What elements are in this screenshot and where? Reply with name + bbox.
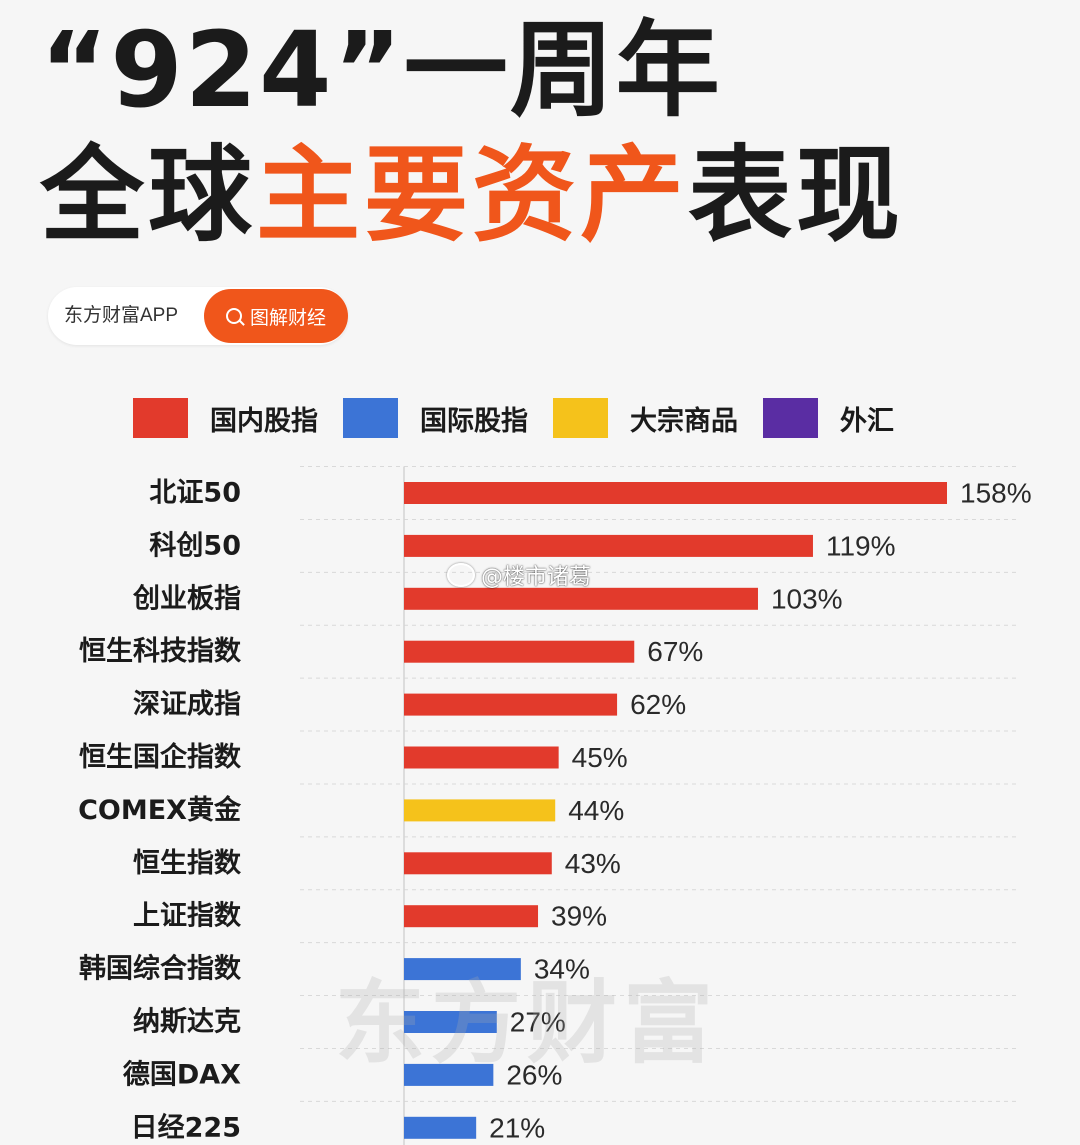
category-label: 日经225 [131, 1111, 241, 1143]
weibo-icon [447, 563, 475, 587]
value-label: 34% [534, 954, 590, 985]
tag-label: 图解财经 [249, 306, 326, 329]
bar [404, 1116, 477, 1139]
bar [404, 1063, 494, 1086]
chart-legend: 国内股指 国际股指 大宗商品 外汇 [133, 396, 919, 440]
legend-label: 外汇 [840, 405, 894, 437]
brand-badge: 东方财富APP 图解财经 [48, 287, 348, 345]
weibo-handle: @楼市诸葛 [481, 565, 592, 590]
bar [404, 482, 947, 504]
legend-item: 大宗商品 [553, 398, 738, 438]
legend-label: 国际股指 [420, 405, 528, 437]
bar [404, 746, 559, 769]
category-label: COMEX黄金 [78, 794, 242, 826]
chart-title-line-2: 全球主要资产表现 [40, 135, 904, 255]
value-label: 27% [510, 1007, 566, 1038]
legend-swatch [763, 398, 818, 438]
legend-swatch [343, 398, 398, 438]
value-label: 44% [568, 795, 624, 826]
value-label: 21% [489, 1112, 545, 1143]
category-label: 深证成指 [133, 689, 241, 720]
category-label: 创业板指 [132, 583, 241, 614]
bar [404, 905, 539, 928]
category-label: 恒生国企指数 [79, 741, 242, 773]
chart-title-line-1: “924”一周年 [40, 9, 722, 131]
category-label: 恒生指数 [133, 848, 242, 879]
bar [404, 799, 556, 822]
bar [404, 534, 813, 557]
bar [404, 587, 758, 610]
legend-label: 大宗商品 [630, 405, 738, 437]
legend-item: 国际股指 [343, 398, 528, 438]
value-label: 26% [506, 1059, 562, 1090]
bar [404, 958, 521, 981]
search-icon [225, 308, 242, 324]
bar [404, 1011, 497, 1033]
bar [404, 852, 552, 875]
bar [404, 640, 635, 663]
value-label: 39% [551, 901, 607, 932]
value-label: 119% [826, 530, 896, 561]
title-prefix: 全球 [40, 134, 257, 256]
legend-item: 国内股指 [133, 398, 318, 438]
legend-item: 外汇 [763, 398, 894, 438]
value-label: 45% [572, 742, 628, 773]
legend-label: 国内股指 [210, 405, 318, 437]
category-label: 科创50 [149, 530, 241, 561]
bar [404, 693, 618, 716]
legend-swatch [553, 398, 608, 438]
category-label: 德国DAX [123, 1059, 241, 1090]
brand-name: 东方财富APP [64, 305, 179, 326]
value-label: 43% [565, 848, 621, 879]
title-suffix: 表现 [688, 134, 905, 256]
title-highlight: 主要资产 [256, 134, 689, 256]
tag-button[interactable]: 图解财经 [204, 289, 348, 343]
category-label: 北证50 [149, 478, 241, 509]
category-label: 上证指数 [133, 901, 242, 932]
weibo-watermark: @楼市诸葛 [447, 560, 591, 590]
category-label: 韩国综合指数 [79, 953, 242, 985]
legend-swatch [133, 398, 188, 438]
value-label: 103% [771, 583, 843, 614]
category-label: 恒生科技指数 [79, 636, 242, 667]
value-label: 62% [630, 689, 686, 720]
value-label: 158% [960, 478, 1032, 509]
value-label: 67% [647, 636, 703, 667]
category-label: 纳斯达克 [133, 1006, 241, 1038]
